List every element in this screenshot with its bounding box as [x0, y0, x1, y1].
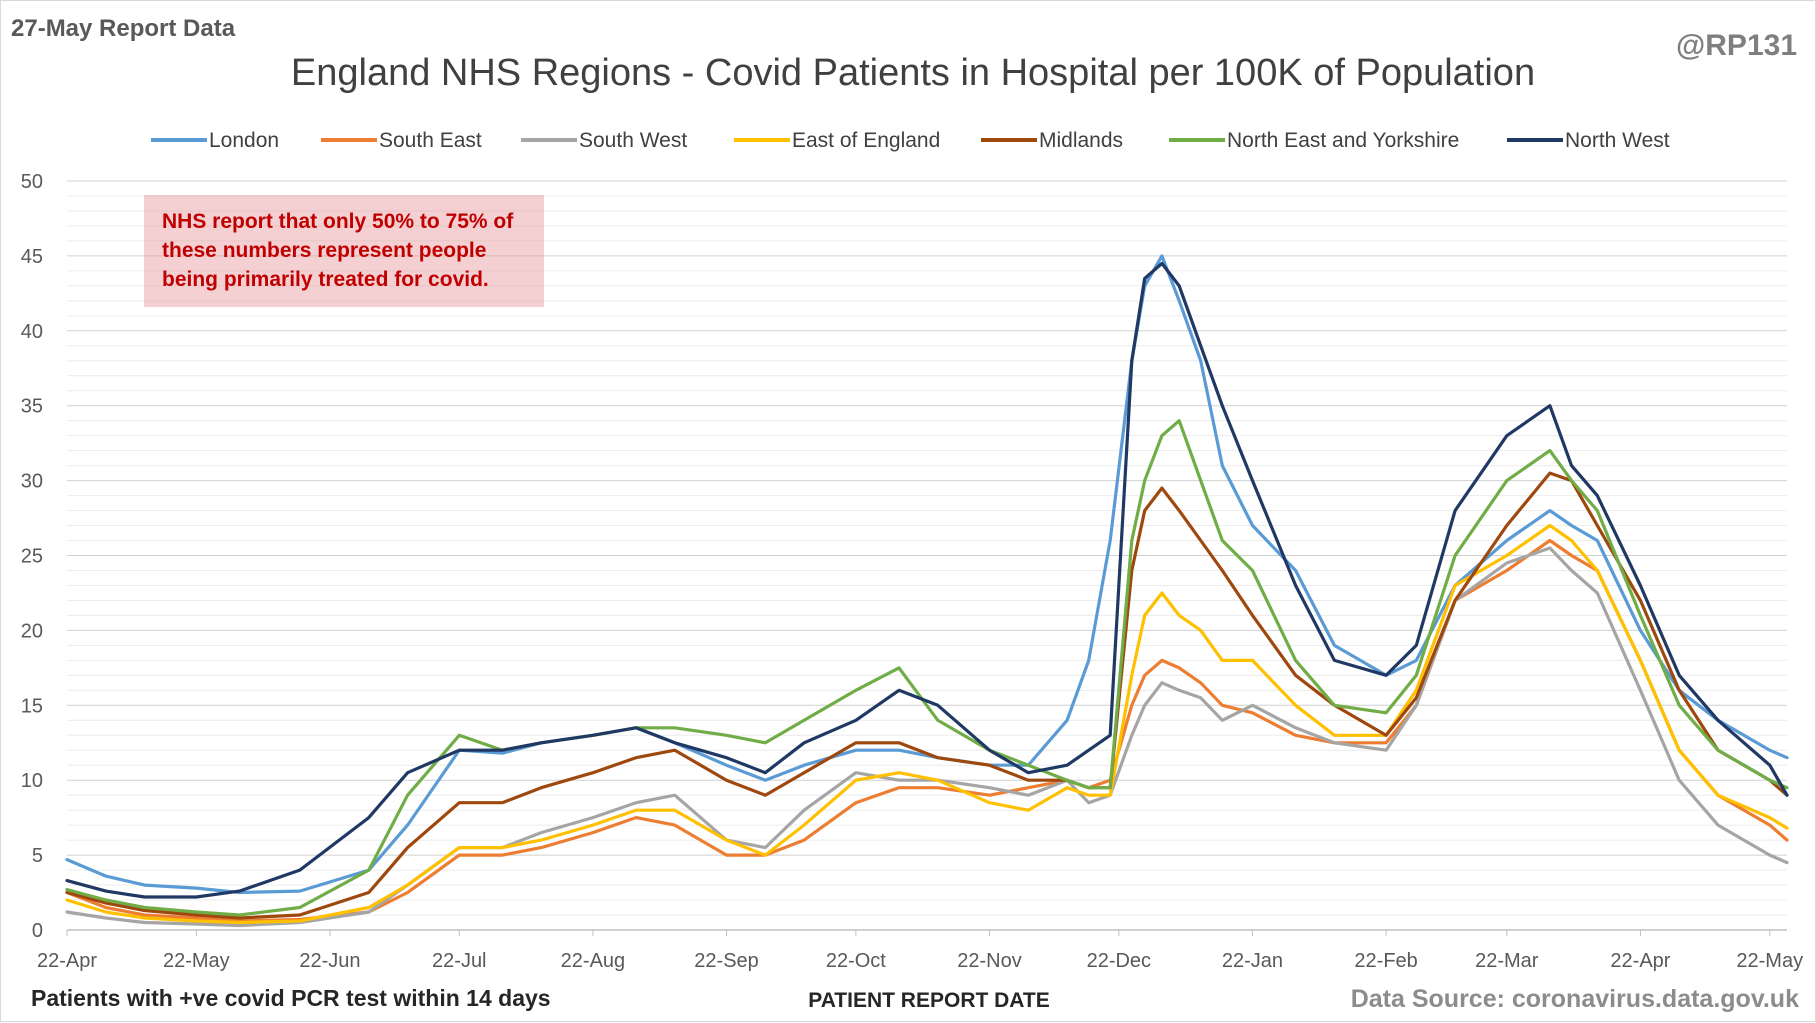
- series-line-london: [65, 254, 1789, 895]
- legend-label-north-east-and-yorkshire: North East and Yorkshire: [1227, 129, 1459, 152]
- y-tick-label: 50: [21, 171, 43, 193]
- x-tick-label: 22-Jan: [1222, 950, 1283, 972]
- x-tick-label: 22-Feb: [1354, 950, 1417, 972]
- x-tick-label: 22-Apr: [1610, 950, 1670, 972]
- x-tick-label: 22-Oct: [826, 950, 886, 972]
- x-tick-label: 22-Jul: [432, 950, 486, 972]
- y-tick-label: 35: [21, 396, 43, 418]
- x-tick-label: 22-Mar: [1475, 950, 1539, 972]
- x-axis-label: PATIENT REPORT DATE: [808, 989, 1050, 1012]
- series-line-south-west: [65, 546, 1789, 928]
- y-tick-label: 10: [21, 770, 43, 792]
- footnote: Patients with +ve covid PCR test within …: [31, 985, 551, 1011]
- report-date-label: 27-May Report Data: [11, 15, 236, 42]
- data-source: Data Source: coronavirus.data.gov.uk: [1350, 985, 1799, 1013]
- y-tick-label: 30: [21, 471, 43, 493]
- y-tick-label: 5: [32, 845, 43, 867]
- legend-label-midlands: Midlands: [1039, 129, 1123, 152]
- legend: London South East South West East of Englan…: [151, 129, 1670, 152]
- series-line-south-east: [65, 538, 1789, 923]
- legend-label-south-east: South East: [379, 129, 482, 152]
- y-tick-label: 25: [21, 546, 43, 568]
- series-line-east-of-england: [65, 523, 1789, 925]
- series-line-north-west: [65, 261, 1789, 899]
- annotation-box: NHS report that only 50% to 75% of these…: [144, 195, 544, 307]
- x-axis: 22-Apr 22-May 22-Jun 22-Jul 22-Aug 22-Sep 22-O…: [37, 929, 1803, 972]
- x-tick-label: 22-Apr: [37, 950, 97, 972]
- y-tick-label: 15: [21, 695, 43, 717]
- x-tick-label: 22-Aug: [561, 950, 626, 972]
- legend-label-east-of-england: East of England: [792, 129, 940, 152]
- y-tick-label: 20: [21, 620, 43, 642]
- chart-title: England NHS Regions - Covid Patients in …: [291, 52, 1535, 94]
- x-tick-label: 22-May: [1736, 950, 1803, 972]
- y-tick-label: 40: [21, 321, 43, 343]
- legend-label-london: London: [209, 129, 279, 152]
- x-tick-label: 22-May: [163, 950, 230, 972]
- series-line-north-east-and-yorkshire: [65, 419, 1789, 917]
- author-handle: @RP131: [1676, 29, 1797, 62]
- gridlines: [67, 180, 1787, 931]
- y-tick-label: 45: [21, 246, 43, 268]
- legend-label-south-west: South West: [579, 129, 687, 152]
- series-lines: [65, 254, 1789, 928]
- x-tick-label: 22-Nov: [957, 950, 1021, 972]
- y-tick-label: 0: [32, 920, 43, 942]
- x-tick-label: 22-Jun: [299, 950, 360, 972]
- legend-label-north-west: North West: [1565, 129, 1670, 152]
- x-tick-label: 22-Dec: [1087, 950, 1151, 972]
- x-tick-label: 22-Sep: [694, 950, 759, 972]
- y-axis: 0 5 10 15 20 25 30 35 40 45 50: [21, 171, 43, 942]
